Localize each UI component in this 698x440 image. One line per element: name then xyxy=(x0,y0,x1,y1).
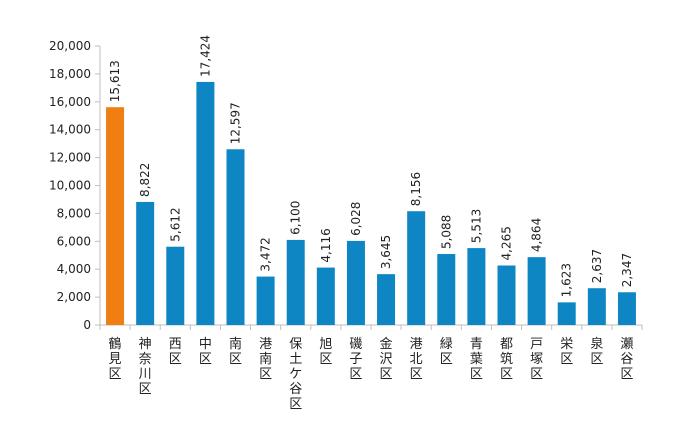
bar xyxy=(407,211,426,325)
category-label: 金沢区 xyxy=(380,336,393,382)
category-label: 緑区 xyxy=(440,337,453,367)
category-label: 戸塚区 xyxy=(530,337,543,382)
bar xyxy=(346,240,365,325)
bar xyxy=(256,276,275,325)
data-label: 3,645 xyxy=(379,235,393,269)
data-label: 2,637 xyxy=(590,249,604,283)
category-label: 南区 xyxy=(229,336,242,367)
y-tick-label: 6,000 xyxy=(57,234,91,248)
axes xyxy=(95,45,643,330)
bar xyxy=(226,149,245,325)
y-tick-labels: 0 2,000 4,000 6,000 8,000 10,000 12,000 14,000 1… xyxy=(49,39,91,332)
data-label: 12,597 xyxy=(229,102,243,144)
category-label: 瀬谷区 xyxy=(620,337,633,382)
data-label: 3,472 xyxy=(259,237,273,271)
bar xyxy=(286,239,305,325)
y-tick-label: 2,000 xyxy=(57,290,91,304)
bar xyxy=(106,107,125,326)
category-label: 青葉区 xyxy=(470,337,483,382)
y-tick-label: 18,000 xyxy=(49,67,91,81)
data-label: 15,613 xyxy=(108,60,122,102)
category-label: 鶴見区 xyxy=(109,336,122,382)
category-label: 磯子区 xyxy=(349,337,362,382)
data-label: 2,347 xyxy=(620,253,634,287)
category-label: 都筑区 xyxy=(500,337,513,382)
data-label: 6,100 xyxy=(289,201,303,235)
data-label: 5,088 xyxy=(439,215,453,249)
category-label: 西区 xyxy=(169,337,182,367)
value-labels: 15,613 8,822 5,612 17,424 12,597 3,472 6,100 4,… xyxy=(108,35,634,297)
data-label: 1,623 xyxy=(560,263,574,297)
y-tick-label: 0 xyxy=(83,318,91,332)
bar xyxy=(617,292,636,325)
category-label: 港南区 xyxy=(259,337,272,382)
bar xyxy=(527,257,546,325)
data-label: 5,612 xyxy=(168,207,182,241)
bar xyxy=(587,288,606,325)
data-label: 8,822 xyxy=(138,163,152,197)
data-label: 8,156 xyxy=(409,172,423,206)
bar xyxy=(557,302,576,325)
data-label: 4,265 xyxy=(500,226,514,260)
data-label: 4,864 xyxy=(530,218,544,252)
bar xyxy=(196,81,215,325)
category-label: 中区 xyxy=(199,337,212,367)
y-tick-label: 10,000 xyxy=(49,179,91,193)
category-label: 泉区 xyxy=(590,336,603,367)
data-label: 17,424 xyxy=(198,35,212,77)
y-tick-label: 14,000 xyxy=(49,123,91,137)
data-label: 5,513 xyxy=(469,209,483,243)
bar xyxy=(377,274,396,325)
bar xyxy=(166,246,185,325)
category-label: 栄区 xyxy=(560,337,573,367)
bars xyxy=(106,81,636,326)
bar xyxy=(497,265,516,325)
y-tick-label: 12,000 xyxy=(49,151,91,165)
data-label: 4,116 xyxy=(319,228,333,262)
bar xyxy=(437,254,456,325)
bar xyxy=(316,267,335,325)
y-tick-label: 16,000 xyxy=(49,95,91,109)
category-label: 港北区 xyxy=(410,337,423,382)
y-tick-label: 4,000 xyxy=(57,262,91,276)
data-label: 6,028 xyxy=(349,202,363,236)
y-tick-label: 8,000 xyxy=(57,206,91,220)
category-label: 神奈川区 xyxy=(139,337,152,397)
bar xyxy=(467,248,486,325)
bar xyxy=(136,201,155,325)
y-tick-label: 20,000 xyxy=(49,39,91,53)
category-label: 旭区 xyxy=(319,337,332,367)
category-label: 保土ケ谷区 xyxy=(289,337,302,412)
